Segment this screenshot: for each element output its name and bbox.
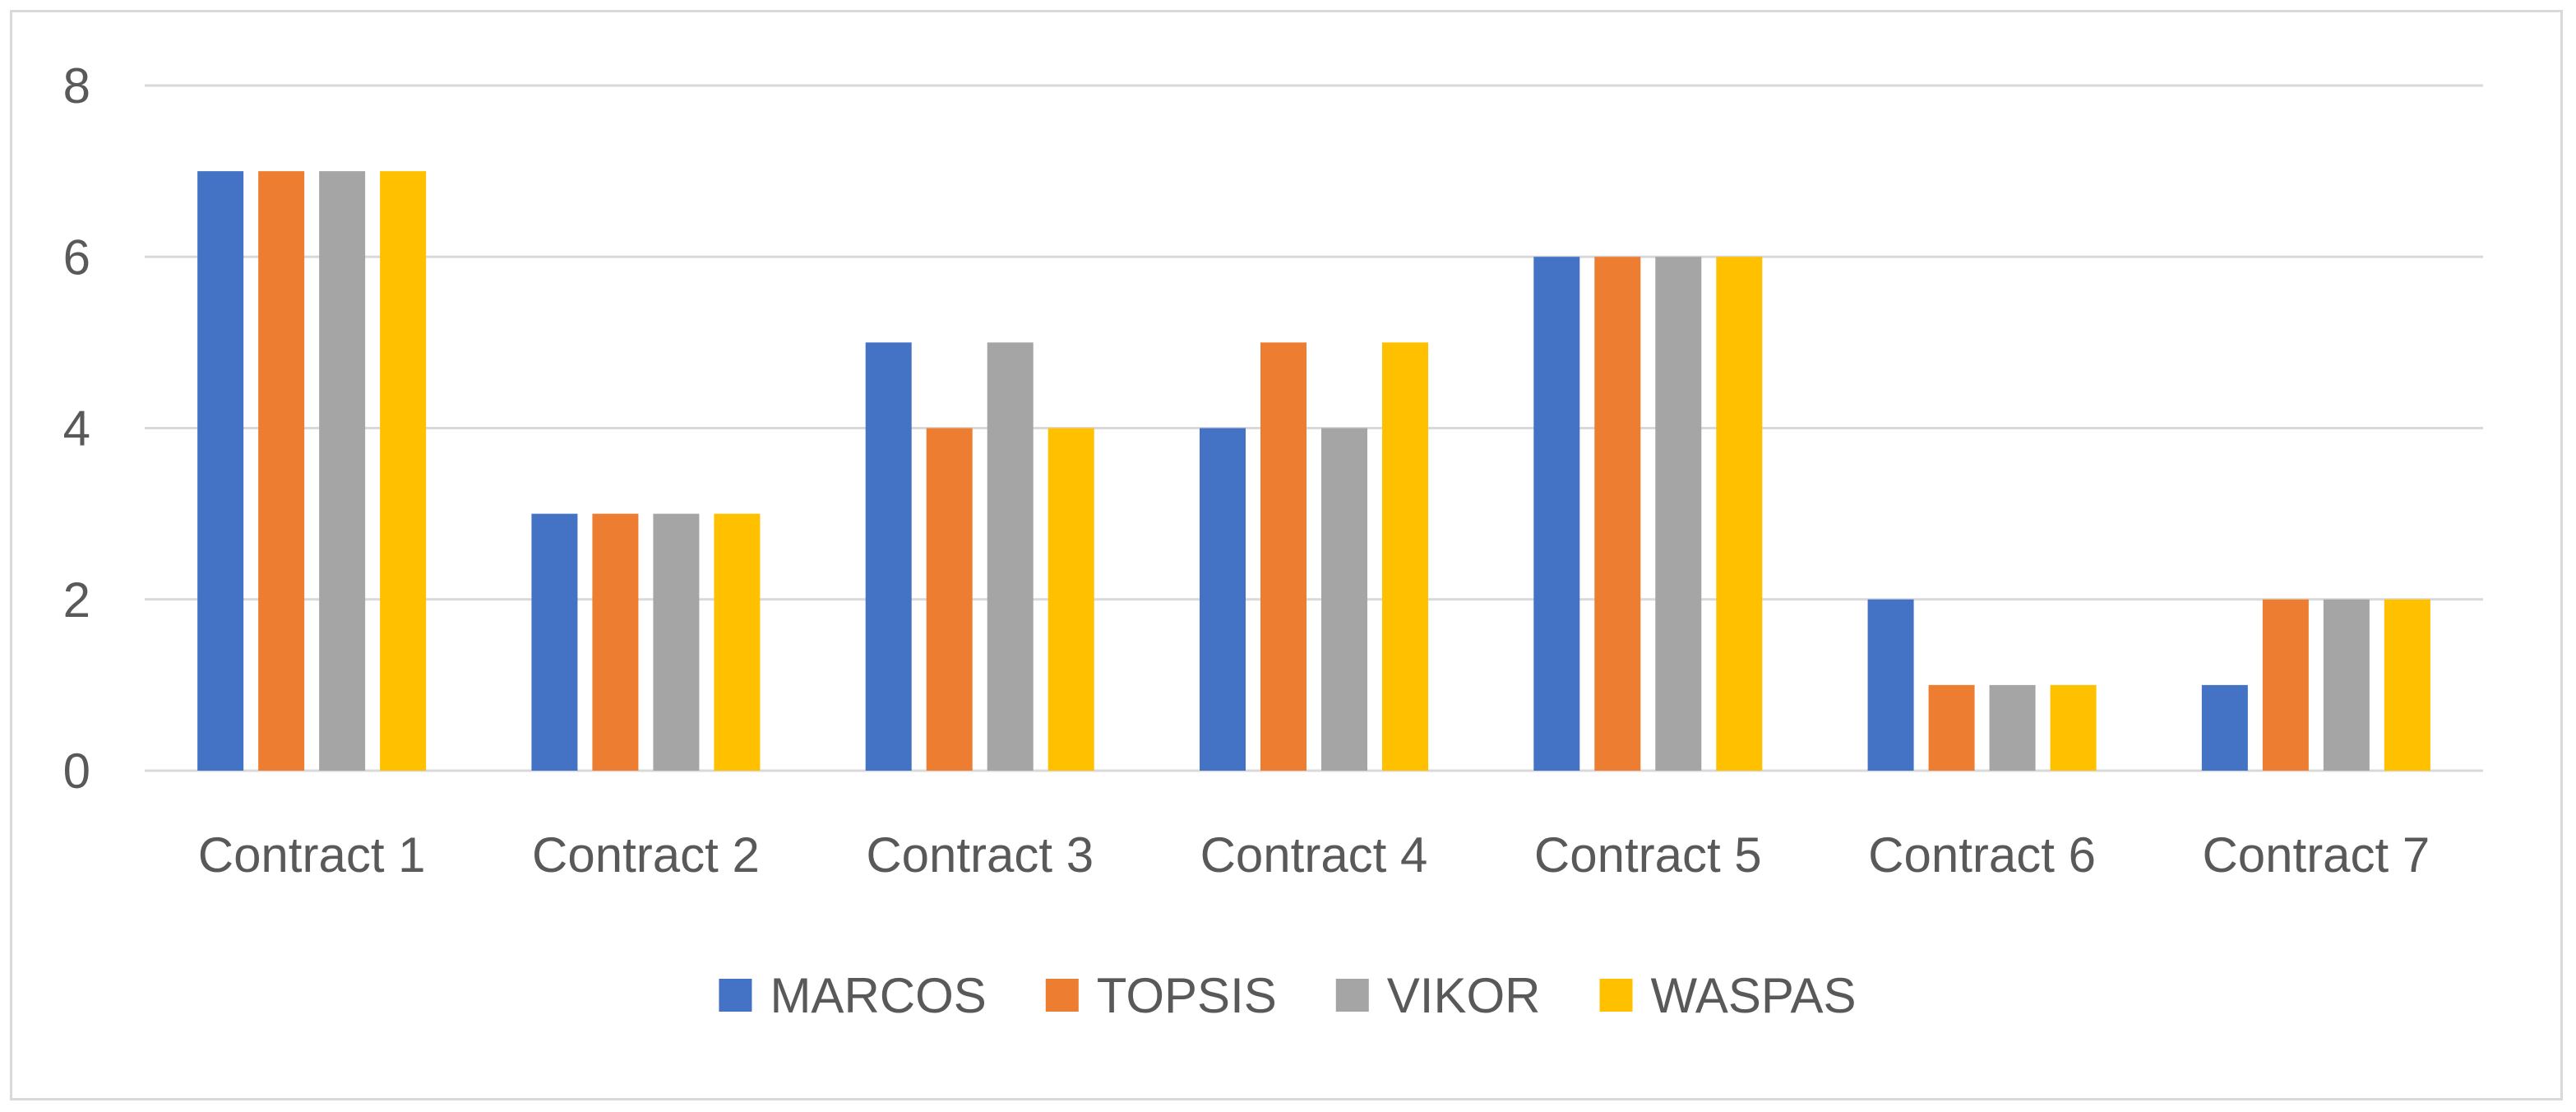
- bar-vikor-contract-5: [1655, 257, 1702, 771]
- y-tick-label: 6: [63, 229, 90, 285]
- legend-label-vikor: VIKOR: [1387, 968, 1541, 1023]
- bar-vikor-contract-4: [1321, 428, 1367, 771]
- bar-waspas-contract-5: [1716, 257, 1763, 771]
- legend-label-waspas: WASPAS: [1650, 968, 1856, 1023]
- bar-topsis-contract-6: [1928, 684, 1975, 771]
- bar-marcos-contract-7: [2201, 684, 2248, 771]
- bar-vikor-contract-1: [319, 171, 366, 771]
- legend: MARCOS TOPSIS VIKOR WASPAS: [719, 968, 1857, 1023]
- bar-topsis-contract-5: [1594, 257, 1641, 771]
- bar-marcos-contract-6: [1867, 599, 1914, 771]
- bar-topsis-contract-1: [258, 171, 305, 771]
- y-tick-label: 2: [63, 572, 90, 628]
- legend-label-marcos: MARCOS: [770, 968, 986, 1023]
- bar-waspas-contract-7: [2384, 599, 2430, 771]
- bar-vikor-contract-7: [2323, 599, 2370, 771]
- bar-topsis-contract-4: [1260, 342, 1306, 771]
- x-tick-label: Contract 3: [866, 827, 1094, 883]
- y-axis-ticks: 0 2 4 6 8: [63, 58, 90, 799]
- bar-waspas-contract-2: [714, 513, 761, 771]
- legend-swatch-waspas: [1599, 979, 1633, 1012]
- y-tick-label: 8: [63, 58, 90, 114]
- x-tick-label: Contract 7: [2202, 827, 2430, 883]
- legend-swatch-topsis: [1045, 979, 1079, 1012]
- bar-vikor-contract-3: [987, 342, 1034, 771]
- bar-vikor-contract-2: [653, 513, 700, 771]
- y-tick-label: 0: [63, 744, 90, 799]
- bar-marcos-contract-2: [531, 513, 578, 771]
- bars: [197, 171, 2430, 771]
- x-tick-label: Contract 1: [198, 827, 426, 883]
- bar-topsis-contract-2: [592, 513, 639, 771]
- bar-topsis-contract-7: [2262, 599, 2309, 771]
- x-tick-label: Contract 5: [1534, 827, 1762, 883]
- bar-marcos-contract-3: [865, 342, 912, 771]
- bar-marcos-contract-4: [1200, 428, 1246, 771]
- x-tick-label: Contract 4: [1200, 827, 1428, 883]
- x-tick-label: Contract 2: [532, 827, 760, 883]
- x-tick-label: Contract 6: [1868, 827, 2096, 883]
- legend-label-topsis: TOPSIS: [1097, 968, 1277, 1023]
- gridlines: [145, 84, 2483, 772]
- x-axis-ticks: Contract 1 Contract 2 Contract 3 Contract 4…: [198, 827, 2430, 883]
- legend-swatch-marcos: [719, 979, 752, 1012]
- bar-waspas-contract-3: [1048, 428, 1094, 771]
- bar-waspas-contract-6: [2050, 684, 2097, 771]
- y-tick-label: 4: [63, 401, 90, 456]
- bar-marcos-contract-5: [1533, 257, 1580, 771]
- legend-swatch-vikor: [1335, 979, 1369, 1012]
- bar-vikor-contract-6: [1989, 684, 2036, 771]
- bar-marcos-contract-1: [197, 171, 244, 771]
- bar-waspas-contract-4: [1382, 342, 1428, 771]
- bar-waspas-contract-1: [380, 171, 427, 771]
- bar-topsis-contract-3: [926, 428, 973, 771]
